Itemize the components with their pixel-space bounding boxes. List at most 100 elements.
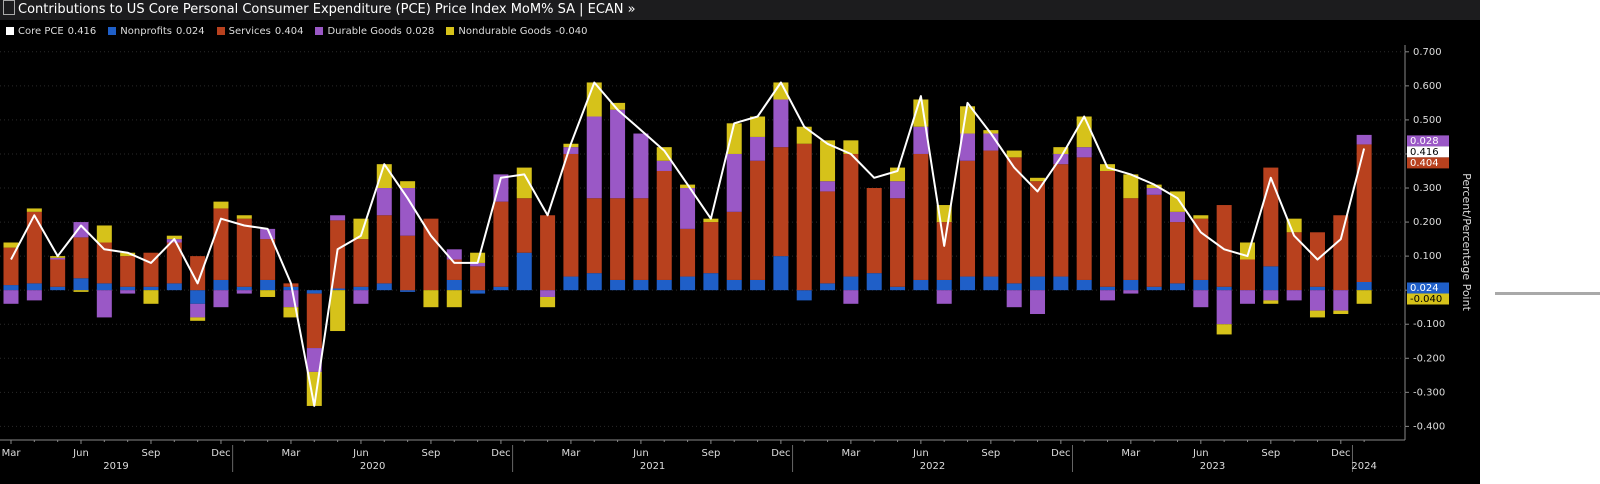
bar-segment bbox=[283, 290, 299, 308]
bar-segment bbox=[143, 286, 159, 291]
x-tick-label: Dec bbox=[771, 448, 790, 459]
bar-segment bbox=[656, 170, 672, 280]
y-tick-label: 0.500 bbox=[1413, 115, 1442, 126]
legend-name: Core PCE bbox=[18, 25, 64, 37]
year-label: 2019 bbox=[103, 461, 128, 472]
bar-segment bbox=[1170, 222, 1185, 284]
bar-segment bbox=[540, 215, 556, 291]
bar-segment bbox=[1146, 188, 1162, 195]
bar-segment bbox=[563, 147, 579, 154]
bar-segment bbox=[260, 239, 276, 280]
chart: Percent/Percentage Point 0.700 0.600 0.500… bbox=[0, 45, 1473, 472]
bar-segment bbox=[213, 279, 229, 291]
last-value-box bbox=[1407, 146, 1449, 158]
bar-segment bbox=[1146, 286, 1162, 291]
x-tick-label: Mar bbox=[2, 448, 22, 459]
bar-segment bbox=[1100, 170, 1116, 287]
legend-value: 0.028 bbox=[405, 25, 435, 37]
bar-segment bbox=[1286, 290, 1302, 301]
legend-item: Services 0.404 bbox=[216, 26, 303, 37]
legend-swatch bbox=[6, 27, 14, 35]
bar-segment bbox=[796, 126, 812, 144]
x-tick-label: Sep bbox=[142, 448, 161, 459]
y-tick-label: 0.600 bbox=[1413, 81, 1442, 92]
bar-segment bbox=[1356, 134, 1372, 145]
bar-segment bbox=[633, 279, 649, 291]
bar-segment bbox=[353, 239, 369, 287]
bars bbox=[3, 82, 1372, 406]
bar-segment bbox=[1333, 215, 1349, 291]
bar-segment bbox=[1193, 290, 1209, 308]
bar-segment bbox=[1309, 286, 1325, 291]
bar-segment bbox=[400, 181, 416, 189]
bar-segment bbox=[73, 237, 89, 279]
x-tick-label: Mar bbox=[841, 448, 861, 459]
bar-segment bbox=[983, 276, 999, 291]
x-tick-label: Sep bbox=[981, 448, 1000, 459]
bar-segment bbox=[493, 286, 509, 291]
legend-swatch bbox=[315, 27, 324, 35]
bar-segment bbox=[446, 249, 462, 260]
legend-item: Core PCE 0.416 bbox=[6, 26, 96, 37]
bar-segment bbox=[190, 256, 206, 291]
year-label: 2022 bbox=[920, 461, 945, 472]
bar-segment bbox=[26, 283, 42, 291]
chart-title: Contributions to US Core Personal Consum… bbox=[18, 2, 636, 17]
x-tick-label: Jun bbox=[1192, 448, 1209, 459]
bar-segment bbox=[1053, 147, 1069, 154]
bar-segment bbox=[1123, 198, 1139, 280]
bar-segment bbox=[446, 279, 462, 291]
bar-segment bbox=[820, 140, 836, 182]
bar-segment bbox=[353, 286, 369, 291]
bar-segment bbox=[260, 228, 276, 240]
bar-segment bbox=[120, 290, 136, 294]
legend-item: Durable Goods 0.028 bbox=[315, 26, 434, 37]
bar-segment bbox=[1076, 279, 1092, 291]
bar-segment bbox=[1216, 286, 1232, 291]
bar-segment bbox=[890, 198, 906, 287]
y-tick-label: -0.400 bbox=[1413, 421, 1445, 432]
bar-segment bbox=[1356, 144, 1372, 282]
bar-segment bbox=[1146, 194, 1162, 287]
bar-segment bbox=[516, 252, 532, 291]
bar-segment bbox=[120, 256, 136, 287]
bar-segment bbox=[656, 160, 672, 171]
bar-segment bbox=[750, 279, 766, 291]
bar-segment bbox=[3, 247, 19, 286]
bar-segment bbox=[913, 153, 929, 280]
x-tick-label: Mar bbox=[282, 448, 302, 459]
bar-segment bbox=[1309, 290, 1325, 311]
bar-segment bbox=[120, 286, 136, 291]
bar-segment bbox=[866, 273, 882, 291]
bar-segment bbox=[470, 266, 486, 291]
bar-segment bbox=[376, 164, 392, 189]
x-tick-label: Dec bbox=[1051, 448, 1070, 459]
bar-segment bbox=[820, 283, 836, 291]
bar-segment bbox=[470, 252, 486, 263]
bar-segment bbox=[1263, 300, 1279, 304]
bar-segment bbox=[960, 276, 976, 291]
x-tick-label: Dec bbox=[1331, 448, 1350, 459]
bar-segment bbox=[796, 290, 812, 301]
x-tick-label: Dec bbox=[491, 448, 510, 459]
legend-name: Nondurable Goods bbox=[458, 25, 552, 37]
bar-segment bbox=[213, 290, 229, 308]
bar-segment bbox=[26, 211, 42, 284]
bar-segment bbox=[283, 307, 299, 318]
last-value-box bbox=[1407, 135, 1449, 147]
bar-segment bbox=[726, 211, 742, 280]
line bbox=[10, 81, 1366, 407]
last-value-box bbox=[1407, 293, 1449, 305]
bar-segment bbox=[563, 153, 579, 277]
bar-segment bbox=[773, 147, 789, 257]
bar-segment bbox=[1053, 276, 1069, 291]
bar-segment bbox=[446, 290, 462, 308]
bar-segment bbox=[820, 181, 836, 192]
x-tick-label: Dec bbox=[211, 448, 230, 459]
y-tick-label: 0.200 bbox=[1413, 217, 1442, 228]
year-label: 2024 bbox=[1351, 461, 1376, 472]
bar-segment bbox=[3, 290, 19, 304]
bar-segment bbox=[1263, 290, 1279, 301]
legend-swatch bbox=[446, 27, 455, 35]
